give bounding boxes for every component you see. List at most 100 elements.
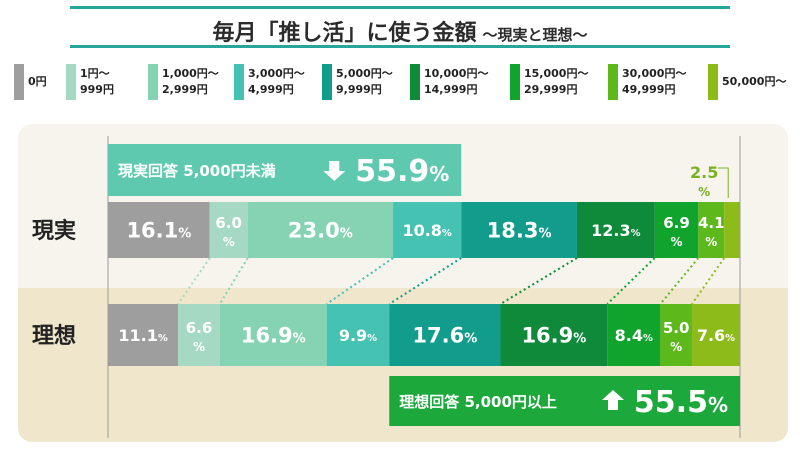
data-label-value: 18.3	[487, 219, 539, 243]
bar-segment	[607, 304, 661, 366]
legend-swatch	[708, 64, 718, 100]
data-label: 8.4%	[615, 326, 653, 345]
connector-line	[219, 257, 249, 305]
data-label-value: 8.4	[615, 326, 643, 345]
data-label-value: 23.0	[288, 219, 340, 243]
data-label-unit: %	[442, 228, 452, 239]
data-label: 7.6%	[697, 326, 735, 345]
legend-swatch	[66, 64, 76, 100]
legend-label: 1,000円〜 2,999円	[162, 67, 219, 96]
summary-callout: 現実回答 5,000円未満 55.9%	[108, 144, 462, 196]
bar-segment	[219, 304, 327, 366]
data-label-unit: %	[725, 333, 735, 344]
data-label-unit: %	[573, 332, 586, 347]
data-label: 17.6%	[412, 324, 477, 348]
legend-swatch	[14, 64, 24, 100]
data-label: 10.8%	[402, 221, 451, 240]
summary-callout-bg	[389, 376, 740, 426]
bar-segment	[247, 202, 394, 258]
data-label-unit: %	[670, 235, 682, 249]
bar-segment	[576, 202, 655, 258]
bar-segment	[389, 304, 501, 366]
connector-line	[388, 257, 462, 305]
bar-segment	[461, 202, 577, 258]
row-label: 理想	[32, 324, 76, 349]
bar-segment	[178, 304, 220, 366]
connector-line	[177, 257, 211, 305]
arrow-up-icon	[602, 390, 624, 410]
data-label: 16.9%	[241, 324, 306, 348]
bar-segment	[698, 202, 725, 258]
connector-line	[606, 257, 656, 305]
legend-swatch	[608, 64, 618, 100]
data-label: 18.3%	[487, 219, 552, 243]
legend-label: 10,000円〜 14,999円	[424, 67, 489, 96]
chart-title: 毎月「推し活」に使う金額 〜現実と理想〜	[70, 15, 730, 47]
connector-line	[691, 257, 726, 305]
data-label-value: 16.1	[126, 219, 178, 243]
data-label-unit: %	[631, 228, 641, 239]
data-label-unit: %	[464, 332, 477, 347]
summary-value-number: 55.9	[355, 154, 429, 189]
data-label: 16.9%	[521, 324, 586, 348]
bar-segment	[691, 304, 740, 366]
data-label-unit: %	[158, 333, 168, 344]
legend-label: 3,000円〜 4,999円	[248, 67, 305, 96]
chart-title-sub: 〜現実と理想〜	[482, 26, 588, 44]
data-label-value: 6.9	[663, 214, 690, 232]
data-label-value: 5.0	[663, 319, 690, 337]
summary-callout: 理想回答 5,000円以上 55.5%	[389, 376, 740, 426]
bar-segment	[500, 304, 608, 366]
data-label-unit: %	[223, 235, 235, 249]
data-label-unit: %	[293, 332, 306, 347]
arrow-down-icon	[323, 161, 346, 181]
legend-label: 50,000円〜	[722, 75, 787, 88]
data-label: 2.5%	[690, 163, 718, 199]
data-label: 9.9%	[339, 326, 377, 345]
legend-swatch	[234, 64, 244, 100]
data-label-value: 6.6	[186, 319, 213, 337]
bar-segment	[660, 304, 692, 366]
data-label: 12.3%	[591, 221, 640, 240]
summary-callout-text: 理想回答 5,000円以上	[399, 393, 557, 411]
legend-swatch	[148, 64, 158, 100]
connector-line	[326, 257, 394, 305]
row-label: 現実	[32, 218, 76, 244]
legend-swatch	[322, 64, 332, 100]
data-label-value: 11.1	[118, 326, 157, 345]
connector-line	[659, 257, 700, 305]
summary-callout-bg	[108, 144, 462, 196]
data-label-value: 16.9	[241, 324, 293, 348]
bar-segment	[724, 202, 740, 258]
data-label: 16.1%	[126, 219, 191, 243]
data-label-value: 16.9	[521, 324, 573, 348]
data-label-value: 2.5	[690, 163, 718, 182]
chart-title-main: 毎月「推し活」に使う金額	[212, 21, 477, 46]
data-label: 11.1%	[118, 326, 167, 345]
data-label-value: 4.1	[698, 214, 725, 232]
data-label-unit: %	[643, 333, 653, 344]
summary-callout-value: 55.5%	[634, 385, 728, 420]
legend-label: 30,000円〜 49,999円	[622, 67, 687, 96]
legend-swatch	[410, 64, 420, 100]
chart-title-box: 毎月「推し活」に使う金額 〜現実と理想〜	[70, 6, 730, 48]
legend-label: 1円〜 999円	[80, 67, 114, 96]
data-label-leader	[718, 167, 729, 198]
bar-segment	[326, 304, 390, 366]
legend-label: 15,000円〜 29,999円	[524, 67, 589, 96]
data-label-unit: %	[698, 185, 710, 199]
summary-value-number: 55.5	[634, 385, 708, 420]
summary-callout-text: 現実回答 5,000円未満	[118, 162, 276, 180]
data-label-value: 17.6	[412, 324, 464, 348]
data-label-unit: %	[705, 235, 717, 249]
legend: 0円 1円〜 999円 1,000円〜 2,999円 3,000円〜 4,999円 5,…	[14, 62, 794, 106]
summary-callout-value: 55.9%	[355, 154, 449, 189]
data-label-value: 10.8	[402, 221, 441, 240]
connector-line	[499, 257, 578, 305]
data-label-value: 9.9	[339, 326, 367, 345]
data-label-value: 12.3	[591, 221, 630, 240]
legend-label: 0円	[28, 75, 47, 88]
legend-label: 5,000円〜 9,999円	[336, 67, 393, 96]
bar-segment	[209, 202, 248, 258]
